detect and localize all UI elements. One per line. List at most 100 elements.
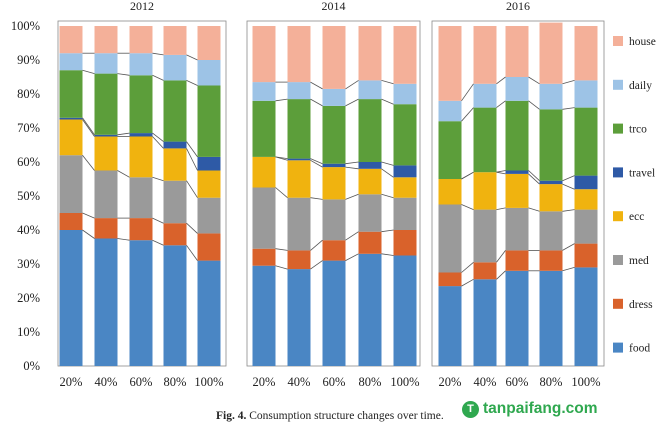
x-tick-label: 60%: [323, 375, 346, 389]
bar-segment-food: [287, 269, 311, 366]
series-connector-line: [345, 80, 359, 90]
y-tick-label: 60%: [17, 155, 40, 169]
series-connector-line: [461, 278, 474, 287]
bar-segment-med: [574, 209, 598, 244]
y-tick-label: 10%: [17, 325, 40, 339]
series-connector-line: [496, 207, 506, 210]
bar-segment-food: [129, 240, 153, 366]
bar-segment-med: [438, 204, 462, 273]
x-tick-label: 100%: [571, 375, 600, 389]
legend-label-food: food: [629, 343, 650, 355]
series-connector-line: [152, 132, 164, 142]
bar-segment-house: [393, 26, 417, 84]
x-tick-label: 80%: [164, 375, 187, 389]
x-tick-label: 20%: [253, 375, 276, 389]
bar-segment-travel: [59, 117, 83, 120]
bar-segment-daily: [473, 83, 497, 108]
series-connector-line: [528, 170, 540, 181]
bar-segment-trco: [322, 105, 346, 164]
watermark: T tanpaifang.com: [462, 398, 598, 420]
bar-segment-dress: [393, 230, 417, 256]
bar-segment-trco: [393, 104, 417, 166]
bar-segment-dress: [163, 223, 187, 246]
series-connector-line: [310, 260, 323, 270]
bar-segment-med: [358, 194, 382, 232]
series-connector-line: [496, 171, 506, 175]
bar-segment-dress: [438, 272, 462, 287]
bar-segment-food: [197, 260, 221, 366]
bar-segment-daily: [287, 82, 311, 100]
bar-segment-daily: [94, 53, 118, 74]
bar-segment-daily: [539, 83, 563, 110]
bar-segment-ecc: [252, 156, 276, 188]
bar-segment-travel: [322, 163, 346, 168]
series-connector-line: [381, 253, 394, 256]
series-connector-line: [528, 173, 540, 185]
bar-segment-travel: [358, 162, 382, 169]
bar-segment-daily: [322, 88, 346, 106]
bar-segment-house: [129, 26, 153, 54]
bar-segment-ecc: [197, 170, 221, 198]
x-tick-label: 80%: [359, 375, 382, 389]
bar-segment-travel: [163, 141, 187, 149]
bar-segment-food: [59, 230, 83, 366]
series-connector-line: [528, 100, 540, 110]
bar-segment-food: [393, 255, 417, 366]
x-tick-label: 80%: [540, 375, 563, 389]
bar-segment-house: [574, 26, 598, 81]
series-connector-line: [345, 193, 359, 200]
series-connector-line: [117, 238, 130, 241]
series-connector-line: [461, 261, 474, 273]
series-connector-line: [275, 248, 288, 251]
bar-segment-daily: [252, 82, 276, 101]
bar-segment-food: [163, 245, 187, 366]
series-connector-line: [117, 73, 130, 76]
bar-segment-food: [94, 238, 118, 366]
legend-swatch-med: [613, 255, 623, 265]
bar-segment-dress: [322, 240, 346, 261]
y-tick-label: 0%: [23, 359, 40, 373]
series-connector-line: [562, 80, 575, 85]
series-connector-line: [186, 148, 198, 171]
bar-segment-ecc: [94, 136, 118, 171]
bar-segment-med: [197, 197, 221, 234]
y-tick-label: 50%: [17, 189, 40, 203]
series-connector-line: [152, 239, 164, 246]
series-connector-line: [275, 98, 288, 102]
y-tick-label: 80%: [17, 87, 40, 101]
series-connector-line: [310, 98, 323, 107]
legend-swatch-dress: [613, 298, 623, 309]
legend-label-house: house: [629, 36, 656, 48]
bar-segment-trco: [252, 100, 276, 157]
bar-segment-travel: [94, 134, 118, 137]
watermark-logo-icon: T: [462, 400, 479, 418]
series-connector-line: [461, 171, 474, 180]
bar-segment-dress: [129, 218, 153, 241]
bar-segment-food: [438, 286, 462, 366]
series-connector-line: [186, 80, 198, 86]
bar-segment-med: [505, 207, 529, 251]
series-connector-line: [186, 245, 198, 261]
legend-label-ecc: ecc: [629, 211, 644, 223]
bar-segment-med: [252, 187, 276, 249]
panel-title: 2016: [506, 0, 530, 13]
bar-segment-house: [438, 26, 462, 101]
series-connector-line: [345, 98, 359, 107]
bar-segment-travel: [393, 165, 417, 178]
series-connector-line: [461, 83, 474, 102]
bar-segment-trco: [129, 75, 153, 134]
series-connector-line: [381, 193, 394, 199]
bar-segment-house: [197, 26, 221, 60]
bar-segment-dress: [473, 262, 497, 280]
series-connector-line: [310, 81, 323, 90]
x-tick-label: 20%: [60, 375, 83, 389]
legend-label-dress: dress: [629, 299, 653, 311]
panel-title: 2012: [130, 0, 154, 13]
x-tick-label: 60%: [130, 375, 153, 389]
bar-segment-trco: [438, 121, 462, 179]
bar-segment-daily: [393, 83, 417, 105]
bar-segment-med: [94, 170, 118, 219]
series-connector-line: [82, 117, 95, 136]
x-tick-label: 60%: [506, 375, 529, 389]
series-connector-line: [496, 76, 506, 85]
